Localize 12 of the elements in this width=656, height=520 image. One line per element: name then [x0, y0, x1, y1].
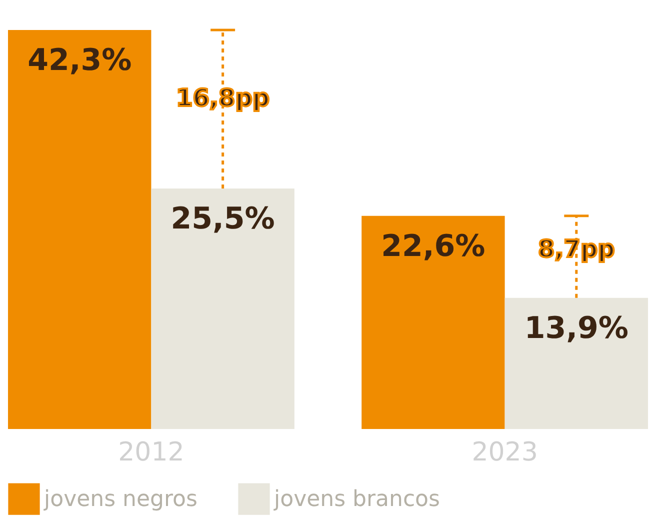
bar — [8, 30, 152, 429]
annotation: 8,7pp — [538, 234, 615, 263]
legend-label: jovens negros — [43, 487, 198, 512]
data-label: 42,3% — [28, 43, 132, 78]
legend-label: jovens brancos — [273, 487, 440, 512]
data-label: 25,5% — [170, 201, 275, 236]
bar — [504, 298, 648, 429]
annotation: 16,8pp — [176, 84, 270, 112]
bar — [151, 188, 294, 429]
bar — [362, 216, 505, 429]
data-label: 22,6% — [381, 228, 486, 264]
data-label: 13,9% — [524, 310, 628, 346]
